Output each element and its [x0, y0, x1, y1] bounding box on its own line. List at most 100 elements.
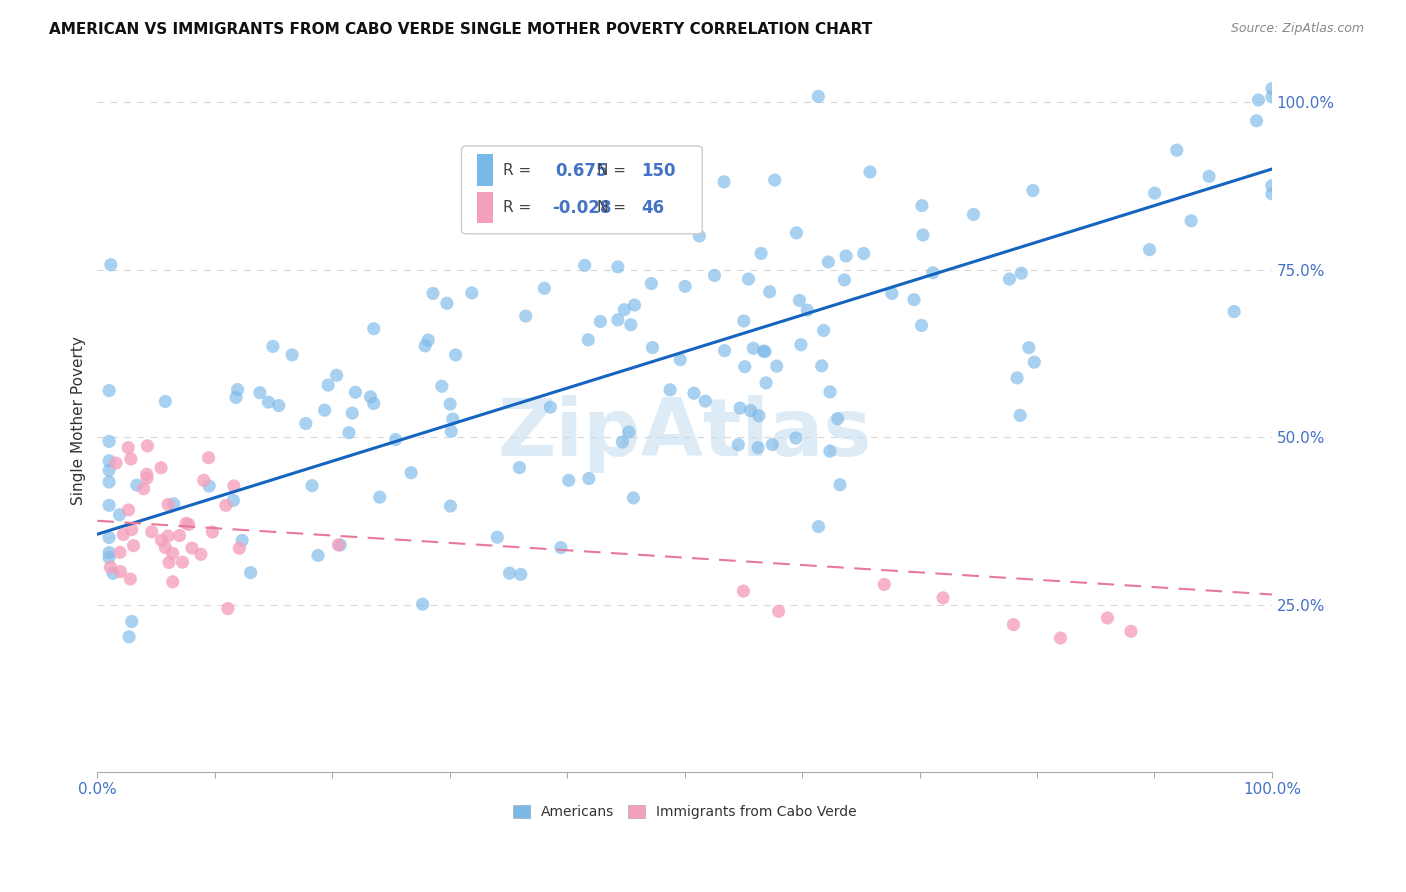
- Point: [835, 249, 858, 263]
- Point: [807, 89, 830, 103]
- Point: [1166, 143, 1188, 157]
- Point: [754, 344, 776, 359]
- Text: -0.028: -0.028: [553, 199, 612, 217]
- Point: [673, 279, 696, 293]
- Point: [295, 417, 318, 431]
- Point: [110, 565, 132, 579]
- Point: [640, 277, 662, 291]
- Point: [612, 434, 634, 449]
- Text: Source: ZipAtlas.com: Source: ZipAtlas.com: [1230, 22, 1364, 36]
- Point: [98, 384, 121, 398]
- Point: [117, 503, 139, 517]
- Point: [1024, 355, 1046, 369]
- Point: [641, 341, 664, 355]
- Point: [413, 339, 436, 353]
- Point: [1022, 184, 1045, 198]
- Point: [606, 313, 628, 327]
- Point: [150, 533, 173, 548]
- Point: [150, 460, 173, 475]
- Point: [1246, 113, 1268, 128]
- Point: [439, 397, 461, 411]
- Point: [120, 572, 142, 586]
- Point: [155, 394, 177, 409]
- Point: [962, 207, 984, 221]
- Point: [172, 555, 194, 569]
- Point: [574, 258, 596, 272]
- Point: [281, 348, 304, 362]
- Point: [157, 556, 180, 570]
- Point: [121, 523, 143, 537]
- Point: [576, 333, 599, 347]
- Point: [1223, 304, 1246, 318]
- Point: [328, 538, 350, 552]
- Legend: Americans, Immigrants from Cabo Verde: Americans, Immigrants from Cabo Verde: [508, 800, 862, 825]
- Point: [101, 566, 124, 581]
- Point: [197, 450, 219, 465]
- Point: [412, 597, 434, 611]
- Point: [231, 533, 253, 548]
- Point: [100, 258, 122, 272]
- Point: [461, 285, 484, 300]
- Point: [749, 246, 772, 260]
- Point: [1119, 624, 1142, 639]
- Point: [1049, 631, 1071, 645]
- Point: [201, 524, 224, 539]
- Text: R =: R =: [502, 201, 536, 215]
- Point: [169, 528, 191, 542]
- Point: [755, 376, 778, 390]
- Point: [1097, 611, 1119, 625]
- Point: [1261, 81, 1284, 95]
- Point: [1180, 214, 1202, 228]
- Point: [399, 466, 422, 480]
- Point: [589, 314, 612, 328]
- Point: [509, 567, 531, 582]
- Point: [342, 406, 364, 420]
- Point: [807, 519, 830, 533]
- Point: [740, 403, 762, 417]
- Point: [262, 339, 284, 353]
- Point: [344, 385, 367, 400]
- Point: [1002, 617, 1025, 632]
- Point: [136, 471, 159, 485]
- Point: [763, 173, 786, 187]
- Point: [316, 378, 339, 392]
- Point: [162, 574, 184, 589]
- Point: [1247, 93, 1270, 107]
- Point: [810, 359, 832, 373]
- Text: 46: 46: [641, 199, 664, 217]
- Point: [688, 229, 710, 244]
- Text: AMERICAN VS IMMIGRANTS FROM CABO VERDE SINGLE MOTHER POVERTY CORRELATION CHART: AMERICAN VS IMMIGRANTS FROM CABO VERDE S…: [49, 22, 873, 37]
- Point: [752, 344, 775, 359]
- Point: [125, 478, 148, 492]
- Point: [748, 409, 770, 423]
- Y-axis label: Single Mother Poverty: Single Mother Poverty: [72, 336, 86, 505]
- Text: N =: N =: [596, 201, 630, 215]
- Point: [249, 385, 271, 400]
- FancyBboxPatch shape: [477, 154, 494, 186]
- Point: [758, 285, 780, 299]
- Point: [430, 379, 453, 393]
- Point: [267, 399, 290, 413]
- Point: [257, 395, 280, 409]
- Point: [177, 517, 200, 532]
- Point: [911, 227, 934, 242]
- Point: [141, 524, 163, 539]
- Point: [337, 425, 360, 440]
- Point: [98, 546, 121, 560]
- Point: [120, 452, 142, 467]
- Point: [903, 293, 925, 307]
- Point: [613, 302, 636, 317]
- Point: [747, 441, 769, 455]
- Point: [329, 538, 352, 552]
- Point: [118, 630, 141, 644]
- Point: [1139, 243, 1161, 257]
- Point: [524, 203, 547, 218]
- Point: [325, 368, 347, 383]
- Point: [834, 273, 856, 287]
- Point: [550, 541, 572, 555]
- Point: [734, 359, 756, 374]
- Point: [156, 529, 179, 543]
- Point: [441, 412, 464, 426]
- Point: [998, 272, 1021, 286]
- Point: [683, 386, 706, 401]
